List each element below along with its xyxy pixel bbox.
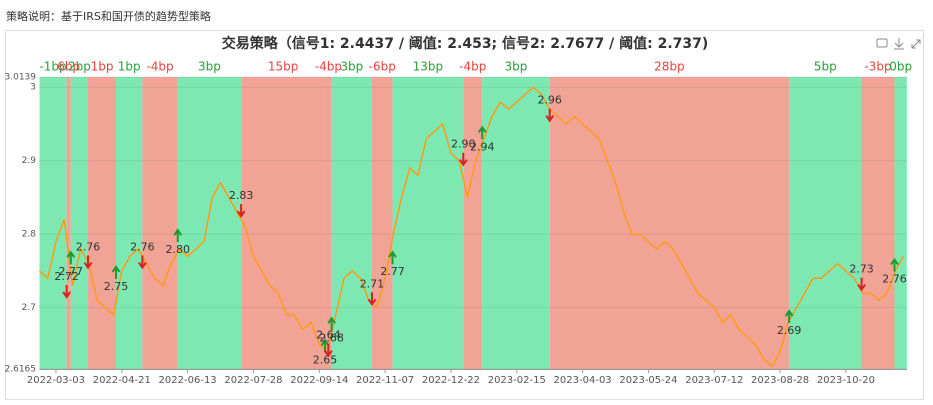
pnl-label: 1bp	[118, 60, 141, 74]
save-icon[interactable]	[894, 38, 904, 50]
position-band	[371, 77, 393, 369]
x-tick-label: 2023-05-24	[619, 375, 677, 386]
sell-signal-label: 2.76	[130, 241, 155, 254]
buy-signal-label: 2.77	[59, 265, 84, 278]
caption: 策略说明：基于IRS和国开债的趋势型策略	[6, 9, 211, 23]
sell-signal-label: 2.96	[537, 94, 562, 107]
pnl-label: 3bp	[340, 60, 363, 74]
position-band	[549, 77, 790, 369]
x-tick-label: 2022-03-03	[27, 375, 85, 386]
buy-signal	[784, 309, 794, 323]
sell-signal-label: 2.72	[54, 270, 79, 283]
position-band	[88, 77, 117, 369]
pnl-label: 0bp	[889, 60, 912, 74]
position-band	[70, 77, 89, 369]
buy-signal	[66, 250, 76, 265]
x-tick-label: 2022-06-13	[159, 375, 217, 386]
position-band	[861, 77, 895, 369]
pnl-label: 5bp	[814, 60, 837, 74]
x-tick-label: 2023-07-12	[685, 375, 743, 386]
buy-signal-label: 2.65	[313, 353, 338, 366]
pnl-label: -4bp	[459, 60, 486, 74]
buy-signal-label: 2.69	[777, 324, 802, 337]
data-view-icon[interactable]	[876, 38, 888, 48]
buy-signal-label: 2.76	[882, 273, 907, 286]
position-band	[66, 77, 71, 369]
position-band	[241, 77, 326, 369]
pnl-label: -3bp	[864, 60, 891, 74]
sell-signal	[138, 255, 147, 270]
buy-signal	[173, 228, 183, 243]
pnl-label: 3bp	[505, 60, 528, 74]
position-band	[142, 77, 178, 369]
buy-signal	[327, 316, 336, 331]
sell-signal	[62, 284, 71, 299]
position-band	[894, 77, 907, 369]
chart-title: 交易策略（信号1: 2.4437 / 阈值: 2.453; 信号2: 2.767…	[222, 35, 709, 52]
sell-signal	[458, 152, 468, 167]
sell-signal	[857, 277, 866, 292]
y-tick-label: 3	[30, 83, 36, 93]
buy-signal-label: 2.80	[165, 243, 190, 256]
position-band	[482, 77, 550, 369]
buy-signal-label: 2.68	[319, 331, 344, 344]
x-tick-label: 2022-09-14	[290, 375, 348, 386]
pnl-label: 28bp	[654, 60, 685, 74]
sell-signal	[83, 255, 93, 270]
y-tick-label: 2.8	[22, 230, 37, 240]
price-line	[38, 86, 905, 368]
x-tick-label: 2023-04-03	[554, 375, 612, 386]
buy-signal-label: 2.77	[380, 265, 405, 278]
y-tick-label: 2.6165	[5, 365, 37, 375]
y-tick-label: 2.7	[22, 303, 36, 313]
position-band	[331, 77, 372, 369]
buy-signal-label: 2.75	[104, 280, 129, 293]
y-tick-label: 3.0139	[5, 73, 37, 83]
x-tick-label: 2023-02-15	[488, 375, 546, 386]
pnl-label: -4bp	[146, 60, 173, 74]
buy-signal	[477, 125, 487, 140]
pnl-label: -4bp	[315, 60, 342, 74]
buy-signal	[890, 257, 899, 272]
x-tick-label: 2022-12-22	[422, 375, 480, 386]
pnl-label: 1bp	[91, 60, 114, 74]
sell-signal	[367, 292, 377, 307]
x-tick-label: 2022-11-07	[356, 375, 414, 386]
sell-signal-label: 2.76	[76, 241, 101, 254]
sell-signal-label: 2.90	[451, 138, 476, 151]
sell-signal	[236, 204, 246, 218]
position-band	[463, 77, 483, 369]
pnl-label: 2bp	[68, 60, 91, 74]
sell-signal-label: 2.83	[229, 189, 254, 202]
buy-signal	[111, 265, 121, 279]
buy-signal	[388, 250, 397, 265]
sell-signal-label: 2.71	[360, 277, 385, 290]
x-tick-label: 2022-04-21	[93, 375, 151, 386]
pnl-label: 15bp	[268, 60, 299, 74]
y-tick-label: 2.9	[22, 156, 37, 166]
sell-signal-label: 2.64	[316, 329, 341, 342]
sell-signal-label: 2.73	[849, 263, 874, 276]
toolbar	[876, 38, 921, 50]
buy-signal-label: 2.94	[470, 140, 495, 153]
position-band	[392, 77, 464, 369]
sell-signal	[545, 108, 555, 123]
pnl-label: -6bp	[369, 60, 396, 74]
position-band	[116, 77, 143, 369]
pnl-label: 6bp	[57, 60, 80, 74]
pnl-label: 3bp	[198, 60, 221, 74]
x-tick-label: 2023-10-20	[817, 375, 875, 386]
x-tick-label: 2023-08-28	[751, 375, 809, 386]
x-tick-label: 2022-07-28	[224, 375, 282, 386]
pnl-label: 13bp	[413, 60, 444, 74]
pnl-label: -1bp	[39, 60, 66, 74]
position-band	[789, 77, 862, 369]
position-band	[177, 77, 242, 369]
sell-signal	[324, 343, 333, 358]
zoom-icon[interactable]	[911, 39, 921, 49]
position-band	[325, 77, 332, 369]
